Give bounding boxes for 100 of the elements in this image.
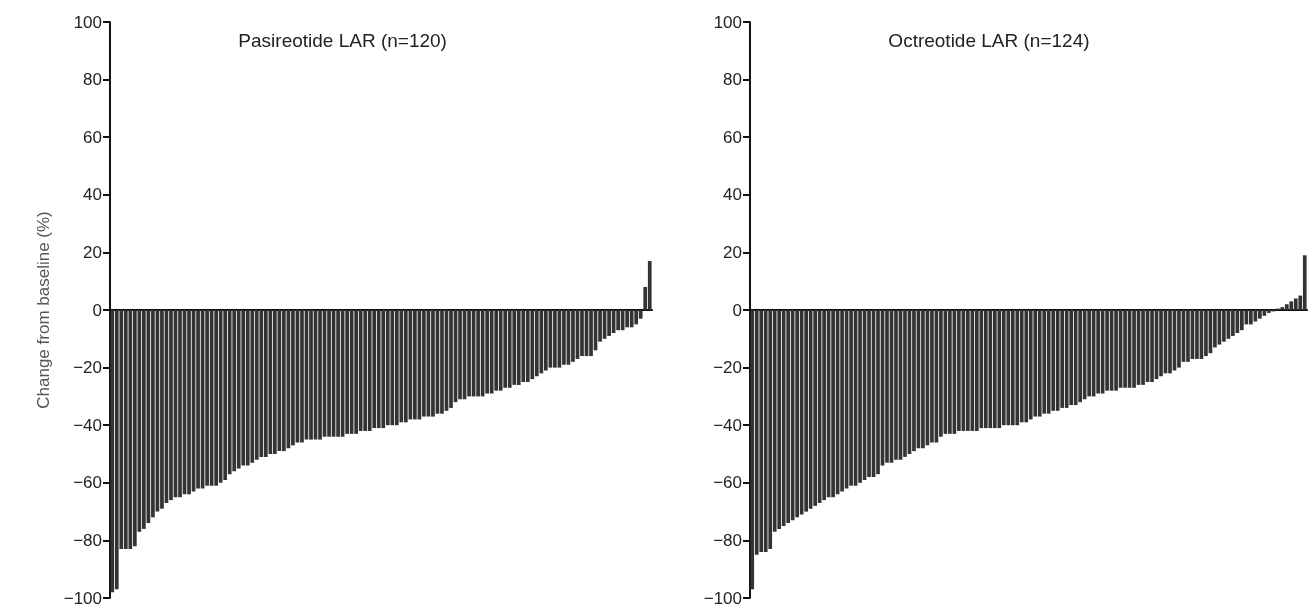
bar bbox=[381, 310, 386, 429]
y-tick-label: −80 bbox=[73, 530, 102, 550]
bar bbox=[1222, 310, 1226, 342]
bar bbox=[245, 310, 250, 466]
bar bbox=[607, 310, 611, 336]
bar bbox=[1177, 310, 1181, 368]
bar bbox=[372, 310, 377, 429]
bar bbox=[467, 310, 471, 397]
bar bbox=[903, 310, 907, 457]
bar bbox=[431, 310, 435, 417]
bar bbox=[128, 310, 133, 550]
bar bbox=[804, 310, 808, 512]
bar bbox=[1266, 310, 1271, 313]
bar bbox=[1168, 310, 1172, 374]
bar bbox=[385, 310, 390, 426]
bar bbox=[1132, 310, 1136, 388]
bar bbox=[403, 310, 408, 423]
bar bbox=[498, 310, 503, 391]
bar bbox=[241, 310, 246, 466]
bar bbox=[813, 310, 817, 506]
bar bbox=[142, 310, 146, 529]
y-tick-label: −60 bbox=[713, 473, 742, 493]
y-tick-label: −20 bbox=[73, 358, 102, 378]
bar bbox=[169, 310, 173, 501]
bar bbox=[894, 310, 898, 460]
bar bbox=[1019, 310, 1024, 423]
bar bbox=[1204, 310, 1208, 357]
y-tick-label: 100 bbox=[73, 12, 102, 32]
bar bbox=[521, 310, 526, 382]
bar bbox=[885, 310, 889, 463]
bar bbox=[948, 310, 952, 434]
y-tick-label: −80 bbox=[713, 530, 742, 550]
bar bbox=[336, 310, 340, 437]
bar bbox=[376, 310, 381, 429]
bar bbox=[268, 310, 273, 454]
bar bbox=[300, 310, 304, 443]
bar bbox=[647, 261, 652, 310]
y-tick-label: 100 bbox=[713, 12, 742, 32]
bar bbox=[1042, 310, 1047, 414]
bar bbox=[1078, 310, 1082, 403]
y-tick-label: 20 bbox=[723, 242, 742, 262]
bar bbox=[849, 310, 853, 486]
bar bbox=[1262, 310, 1267, 316]
bar bbox=[840, 310, 844, 492]
bar bbox=[187, 310, 191, 495]
y-tick-label: 60 bbox=[723, 127, 742, 147]
bar bbox=[763, 310, 768, 552]
bar bbox=[616, 310, 620, 331]
y-tick-label: −20 bbox=[713, 358, 742, 378]
bar bbox=[512, 310, 517, 385]
bar bbox=[790, 310, 795, 521]
bar bbox=[539, 310, 544, 374]
bar bbox=[589, 310, 593, 357]
bar bbox=[196, 310, 200, 489]
bar bbox=[625, 310, 630, 328]
bar bbox=[422, 310, 426, 417]
bar bbox=[759, 310, 764, 552]
bar bbox=[1150, 310, 1154, 382]
bar bbox=[132, 310, 137, 547]
chart-title: Pasireotide LAR (n=120) bbox=[238, 30, 447, 51]
bar bbox=[1024, 310, 1029, 423]
bar bbox=[1010, 310, 1015, 426]
bar bbox=[354, 310, 359, 434]
bar bbox=[768, 310, 773, 550]
bar bbox=[1069, 310, 1074, 406]
bar bbox=[413, 310, 417, 420]
y-tick-label: −60 bbox=[73, 473, 102, 493]
bar bbox=[1087, 310, 1091, 397]
bar bbox=[114, 310, 119, 590]
bar bbox=[367, 310, 372, 431]
bar bbox=[1064, 310, 1069, 408]
bar bbox=[534, 310, 539, 377]
bar bbox=[1257, 310, 1262, 319]
bar bbox=[562, 310, 566, 365]
bar bbox=[997, 310, 1002, 429]
bar bbox=[503, 310, 508, 388]
bar bbox=[449, 310, 453, 408]
bar bbox=[1051, 310, 1056, 411]
bar bbox=[363, 310, 368, 431]
bar bbox=[440, 310, 444, 414]
bar bbox=[160, 310, 164, 509]
bar bbox=[1015, 310, 1020, 426]
bar bbox=[1195, 310, 1199, 359]
bar bbox=[1114, 310, 1118, 391]
bar bbox=[1280, 307, 1285, 310]
y-tick-label: 40 bbox=[723, 185, 742, 205]
bar bbox=[1060, 310, 1065, 408]
bar bbox=[750, 310, 755, 590]
bar bbox=[777, 310, 782, 529]
y-tick-label: 40 bbox=[83, 185, 102, 205]
bar bbox=[988, 310, 993, 429]
bar bbox=[781, 310, 786, 526]
bar bbox=[553, 310, 557, 368]
y-tick-label: −40 bbox=[73, 415, 102, 435]
bar bbox=[921, 310, 925, 449]
bar bbox=[110, 310, 115, 593]
bar bbox=[975, 310, 979, 431]
bar bbox=[259, 310, 264, 457]
bar bbox=[123, 310, 128, 550]
bar bbox=[263, 310, 268, 457]
